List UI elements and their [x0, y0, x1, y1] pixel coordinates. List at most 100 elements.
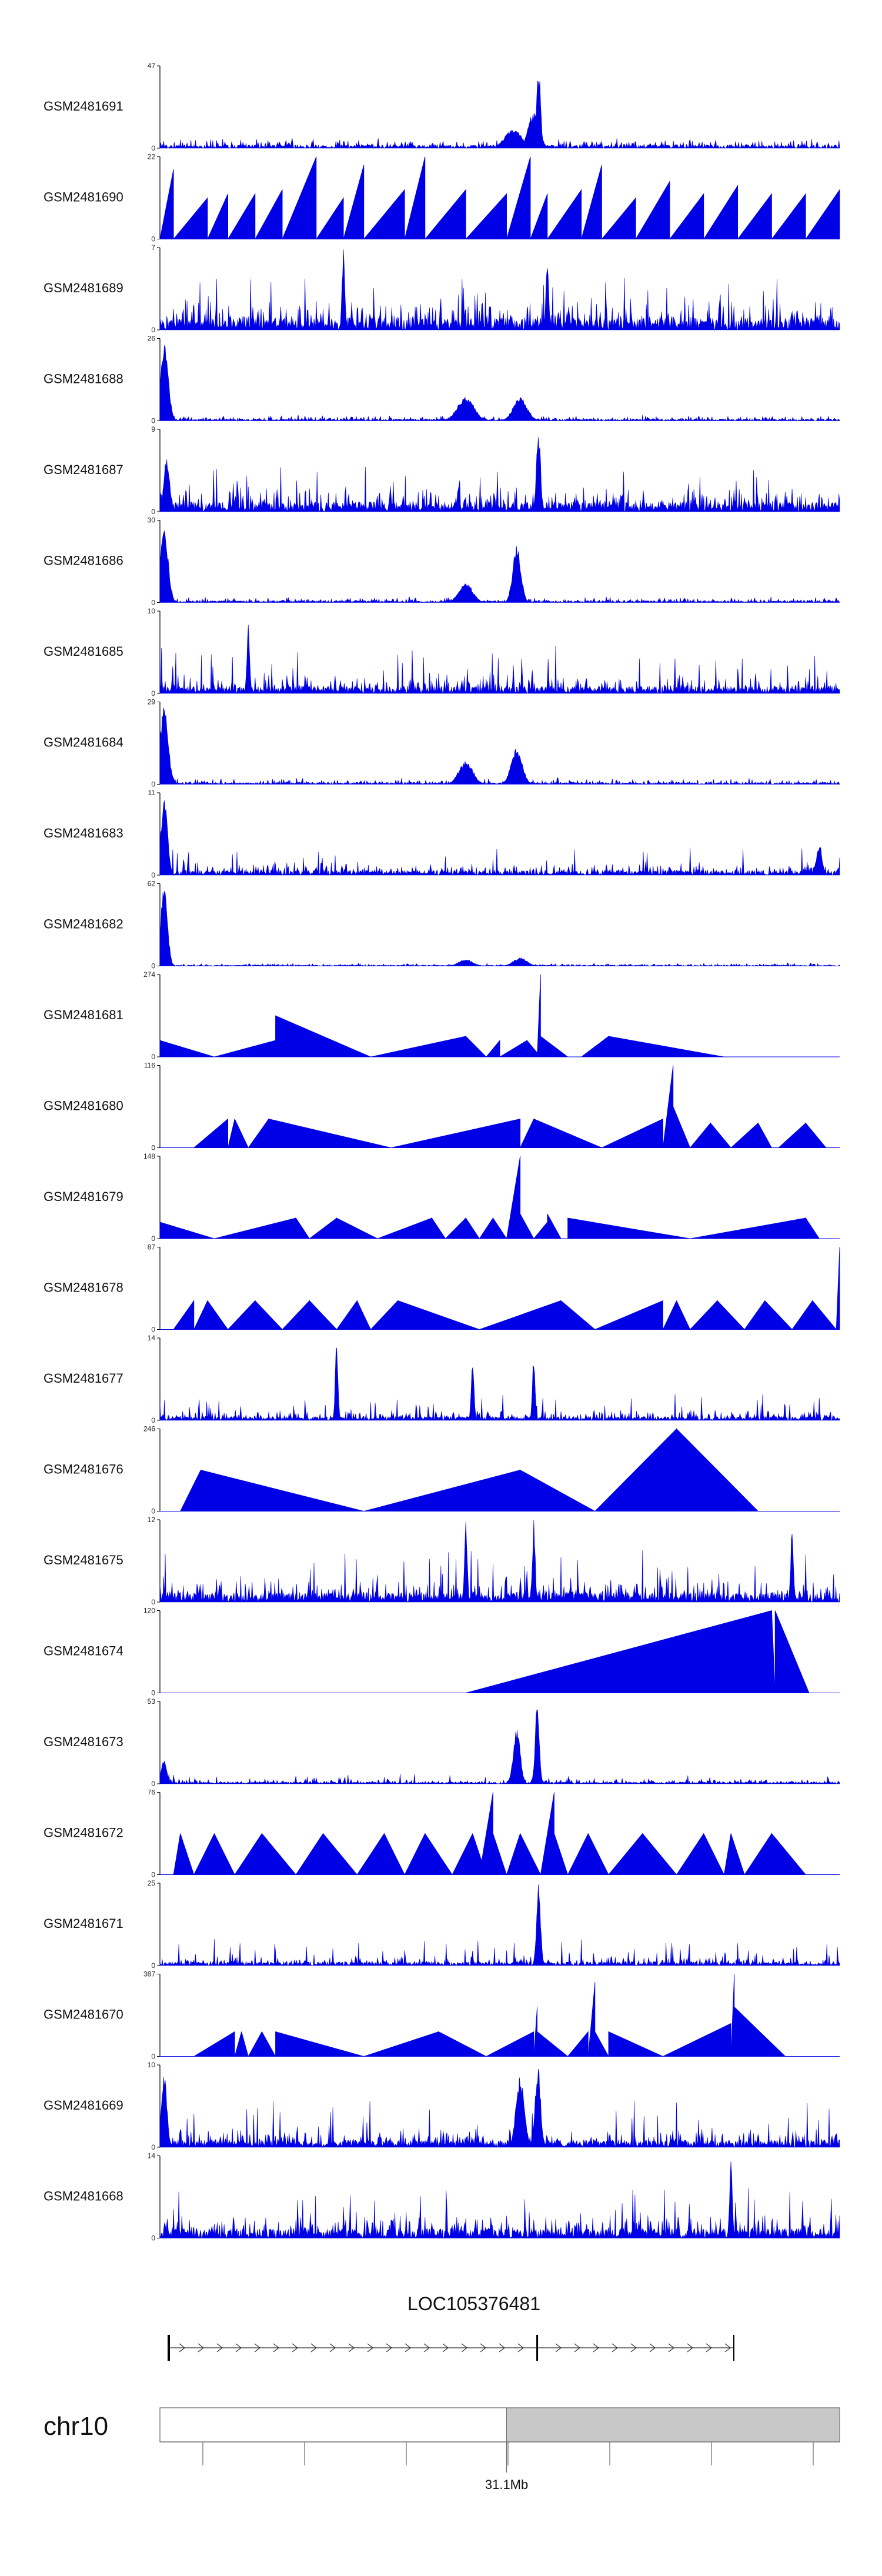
coverage-segment [282, 156, 317, 239]
strand-arrow [423, 2343, 430, 2353]
y-max-label: 274 [143, 970, 155, 979]
strand-arrow [386, 2343, 392, 2353]
coverage-segment [275, 2031, 364, 2057]
coverage-segment [537, 974, 541, 1057]
y-min-label: 0 [151, 1416, 155, 1424]
track-GSM2481680: GSM2481680 116 0 [44, 1062, 840, 1152]
coverage-segment [295, 1217, 310, 1239]
coverage-segment [479, 1300, 562, 1330]
coverage-segment [601, 197, 636, 239]
coverage-segment [594, 1300, 663, 1330]
y-min-label: 0 [151, 144, 155, 152]
coverage-segment [486, 1039, 500, 1057]
coverage-area [159, 2068, 840, 2148]
coverage-segment [662, 1300, 677, 1330]
chromosome-ideogram: chr10 31.1Mb [44, 2407, 840, 2492]
strand-arrow [706, 2343, 712, 2353]
coverage-segment [363, 2031, 439, 2057]
y-max-label: 22 [148, 153, 156, 161]
coverage-area [159, 625, 840, 694]
coverage-segment [676, 1300, 691, 1330]
coverage-segment [384, 1833, 405, 1875]
coverage-tracks: GSM2481691470GSM2481690220GSM248168970GS… [44, 62, 840, 2243]
coverage-segment [316, 197, 344, 239]
coverage-segment [323, 1833, 358, 1875]
coverage-segment [479, 1792, 493, 1875]
coverage-segment [173, 197, 208, 239]
coverage-segment [530, 193, 548, 239]
coverage-segment [255, 189, 283, 239]
strand-arrow [273, 2343, 279, 2353]
coverage-segment [363, 189, 405, 239]
y-max-label: 116 [144, 1062, 155, 1070]
coverage-segment [567, 1217, 690, 1239]
track-label: GSM2481677 [44, 1371, 123, 1386]
coverage-segment [520, 1469, 596, 1511]
coverage-segment [159, 169, 174, 239]
y-max-label: 11 [148, 789, 156, 797]
coverage-segment [791, 1300, 813, 1330]
coverage-segment [227, 1300, 256, 1330]
y-max-label: 387 [143, 1970, 155, 1978]
gene-model [168, 2335, 734, 2361]
coverage-segment [193, 1300, 208, 1330]
strand-arrow [517, 2343, 524, 2353]
coverage-area [159, 1347, 840, 1422]
track-GSM2481668: GSM2481668 14 0 [44, 2152, 840, 2243]
coverage-segment [690, 1217, 806, 1239]
coverage-segment [207, 1300, 229, 1330]
coverage-segment [724, 1833, 731, 1875]
coverage-segment [295, 1833, 323, 1875]
coverage-segment [404, 156, 426, 239]
strand-arrow [329, 2343, 336, 2353]
strand-arrow [292, 2343, 298, 2353]
coverage-segment [180, 1470, 201, 1511]
coverage-segment [730, 1974, 735, 2057]
track-label: GSM2481672 [44, 1826, 123, 1840]
y-max-label: 25 [148, 1879, 156, 1887]
track-label: GSM2481668 [44, 2189, 123, 2204]
y-max-label: 30 [148, 516, 156, 525]
coverage-segment [397, 1300, 480, 1330]
track-label: GSM2481684 [44, 735, 123, 750]
coverage-segment [547, 1213, 562, 1239]
coverage-segment [159, 1040, 215, 1057]
y-min-label: 0 [151, 508, 155, 516]
coverage-segment [608, 2031, 663, 2057]
track-GSM2481684: GSM2481684 29 0 [44, 698, 840, 789]
coverage-segment [547, 189, 582, 239]
strand-arrow [179, 2343, 185, 2353]
strand-arrow [649, 2343, 656, 2353]
track-label: GSM2481683 [44, 826, 123, 840]
y-min-label: 0 [151, 1689, 155, 1697]
coverage-segment [594, 1428, 677, 1511]
coverage-segment [214, 1040, 276, 1057]
coverage-segment [241, 2031, 249, 2057]
track-label: GSM2481682 [44, 917, 123, 932]
track-GSM2481685: GSM2481685 10 0 [44, 607, 840, 698]
y-min-label: 0 [151, 2053, 155, 2061]
y-max-label: 10 [148, 607, 156, 615]
coverage-segment [836, 1247, 840, 1330]
track-label: GSM2481681 [44, 1007, 123, 1022]
coverage-segment [635, 181, 670, 239]
coverage-segment [567, 2031, 589, 2057]
strand-arrow [461, 2343, 467, 2353]
track-label: GSM2481673 [44, 1734, 123, 1749]
y-max-label: 14 [148, 2152, 156, 2160]
coverage-segment [560, 1300, 596, 1330]
strand-arrow [724, 2343, 731, 2353]
coverage-segment [520, 1833, 542, 1875]
strand-arrow [254, 2343, 260, 2353]
track-GSM2481669: GSM2481669 10 0 [44, 2061, 840, 2151]
coverage-segment [540, 1036, 569, 1057]
track-GSM2481691: GSM2481691 47 0 [44, 62, 840, 152]
coverage-segment [493, 1217, 507, 1239]
y-max-label: 26 [148, 335, 156, 343]
y-max-label: 14 [148, 1334, 156, 1342]
gene-name-label: LOC105376481 [407, 2293, 540, 2314]
track-label: GSM2481689 [44, 281, 123, 295]
coverage-segment [554, 1833, 569, 1875]
track-GSM2481688: GSM2481688 26 0 [44, 335, 840, 425]
coverage-area [159, 2161, 840, 2239]
